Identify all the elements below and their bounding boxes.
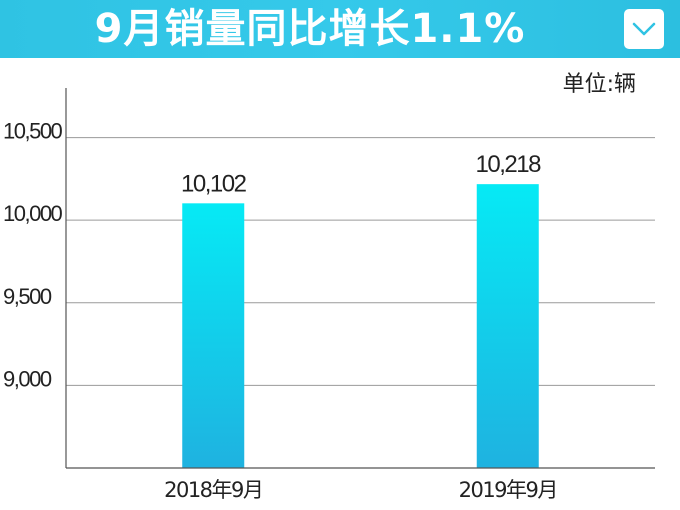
title-banner: 9月销量同比增长1.1%: [0, 0, 680, 58]
x-tick-label: 2018年9月: [164, 478, 262, 502]
y-tick-label: 9,000: [3, 366, 52, 391]
dropdown-button[interactable]: [624, 9, 664, 49]
chevron-down-icon: [632, 22, 656, 36]
data-label: 10,218: [476, 151, 542, 178]
y-tick-label: 9,500: [3, 284, 52, 309]
unit-label: 单位:辆: [562, 72, 636, 97]
bar: [182, 203, 245, 469]
data-label: 10,102: [181, 170, 247, 197]
y-tick-label: 10,000: [3, 201, 63, 226]
bar: [476, 184, 539, 468]
y-tick-label: 10,500: [3, 119, 63, 144]
x-tick-label: 2019年9月: [459, 478, 557, 502]
chart-title: 9月销量同比增长1.1%: [94, 6, 526, 52]
